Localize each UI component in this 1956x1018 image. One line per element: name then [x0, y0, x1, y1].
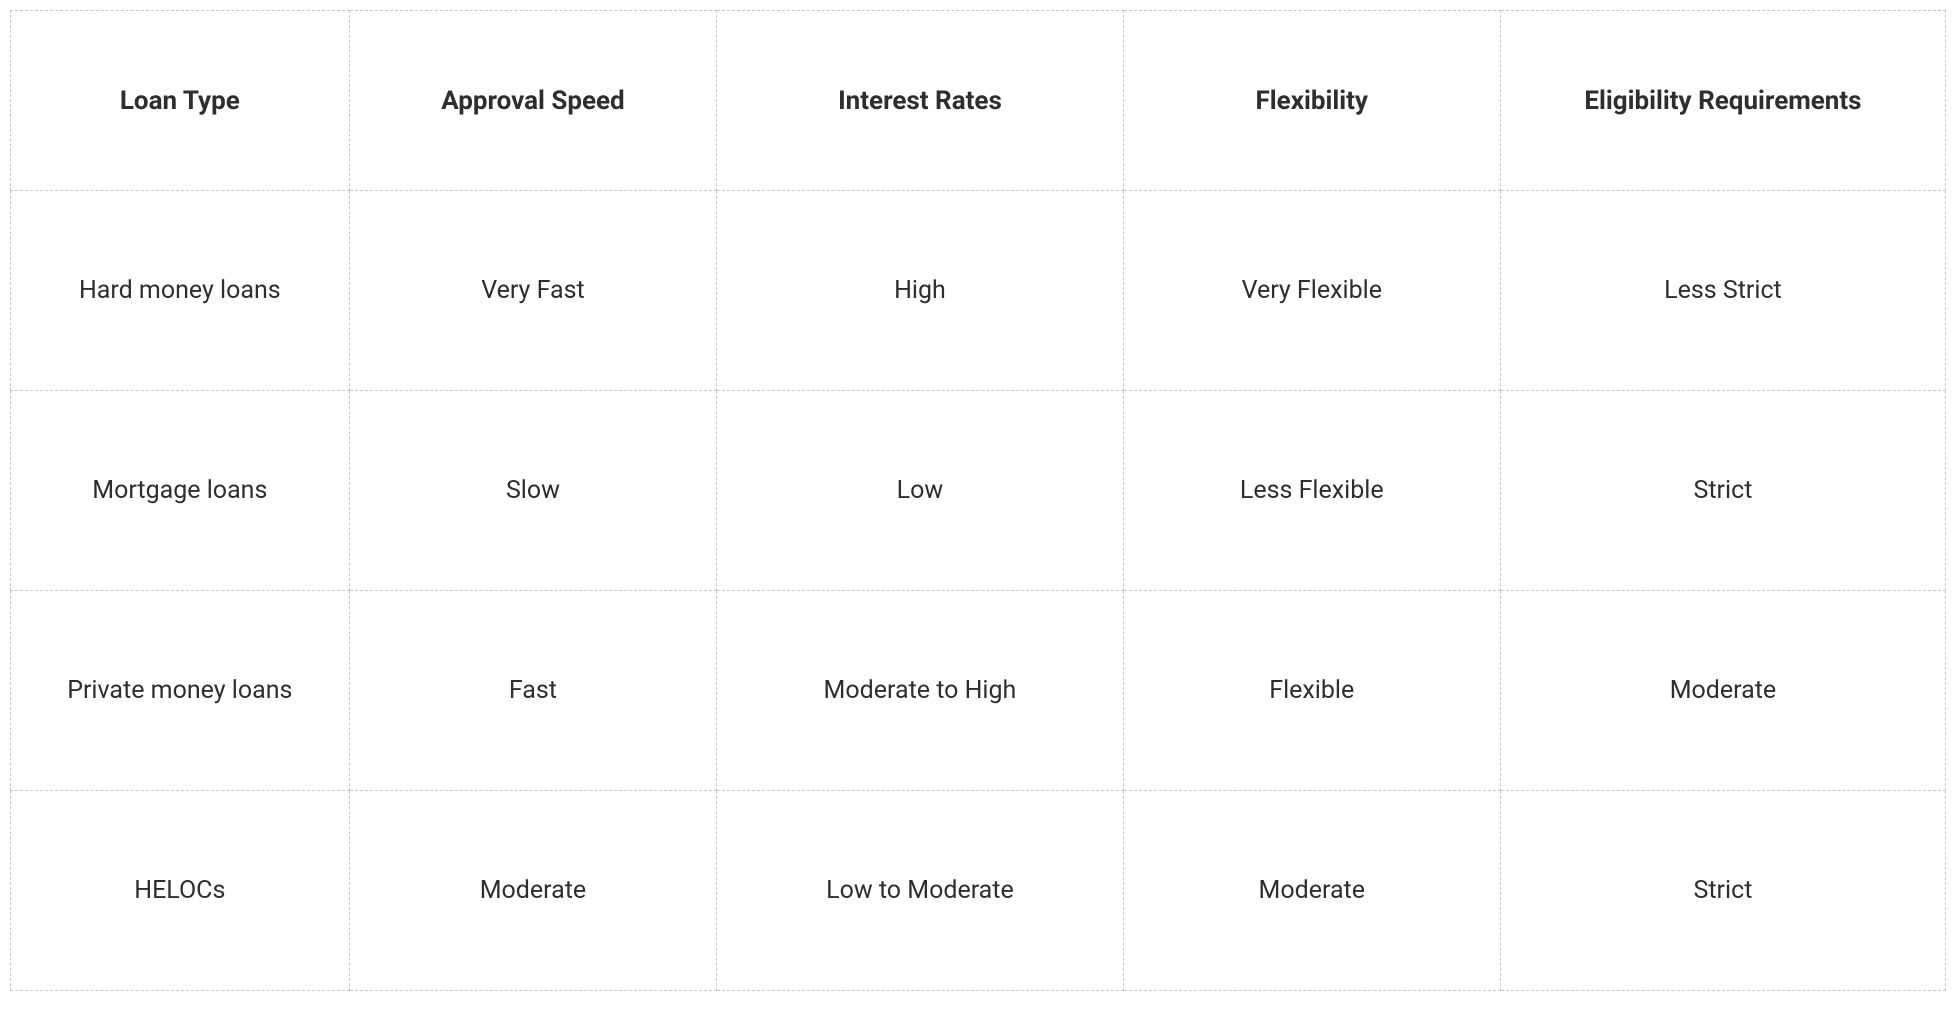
table-header-row: Loan Type Approval Speed Interest Rates …: [11, 11, 1946, 191]
cell-eligibility: Moderate: [1500, 591, 1945, 791]
cell-approval-speed: Very Fast: [349, 191, 717, 391]
cell-interest-rates: Moderate to High: [717, 591, 1123, 791]
column-header-loan-type: Loan Type: [11, 11, 350, 191]
loan-comparison-table: Loan Type Approval Speed Interest Rates …: [10, 10, 1946, 991]
cell-eligibility: Strict: [1500, 791, 1945, 991]
cell-eligibility: Less Strict: [1500, 191, 1945, 391]
cell-approval-speed: Fast: [349, 591, 717, 791]
column-header-flexibility: Flexibility: [1123, 11, 1500, 191]
table-row: HELOCs Moderate Low to Moderate Moderate…: [11, 791, 1946, 991]
cell-interest-rates: Low: [717, 391, 1123, 591]
cell-flexibility: Flexible: [1123, 591, 1500, 791]
cell-approval-speed: Slow: [349, 391, 717, 591]
cell-flexibility: Moderate: [1123, 791, 1500, 991]
cell-loan-type: Hard money loans: [11, 191, 350, 391]
table-row: Hard money loans Very Fast High Very Fle…: [11, 191, 1946, 391]
cell-loan-type: Private money loans: [11, 591, 350, 791]
cell-flexibility: Very Flexible: [1123, 191, 1500, 391]
cell-interest-rates: Low to Moderate: [717, 791, 1123, 991]
column-header-approval-speed: Approval Speed: [349, 11, 717, 191]
table-row: Mortgage loans Slow Low Less Flexible St…: [11, 391, 1946, 591]
column-header-eligibility: Eligibility Requirements: [1500, 11, 1945, 191]
table-header: Loan Type Approval Speed Interest Rates …: [11, 11, 1946, 191]
cell-flexibility: Less Flexible: [1123, 391, 1500, 591]
cell-loan-type: HELOCs: [11, 791, 350, 991]
table-body: Hard money loans Very Fast High Very Fle…: [11, 191, 1946, 991]
column-header-interest-rates: Interest Rates: [717, 11, 1123, 191]
loan-comparison-table-container: Loan Type Approval Speed Interest Rates …: [10, 10, 1946, 991]
cell-approval-speed: Moderate: [349, 791, 717, 991]
table-row: Private money loans Fast Moderate to Hig…: [11, 591, 1946, 791]
cell-eligibility: Strict: [1500, 391, 1945, 591]
cell-interest-rates: High: [717, 191, 1123, 391]
cell-loan-type: Mortgage loans: [11, 391, 350, 591]
